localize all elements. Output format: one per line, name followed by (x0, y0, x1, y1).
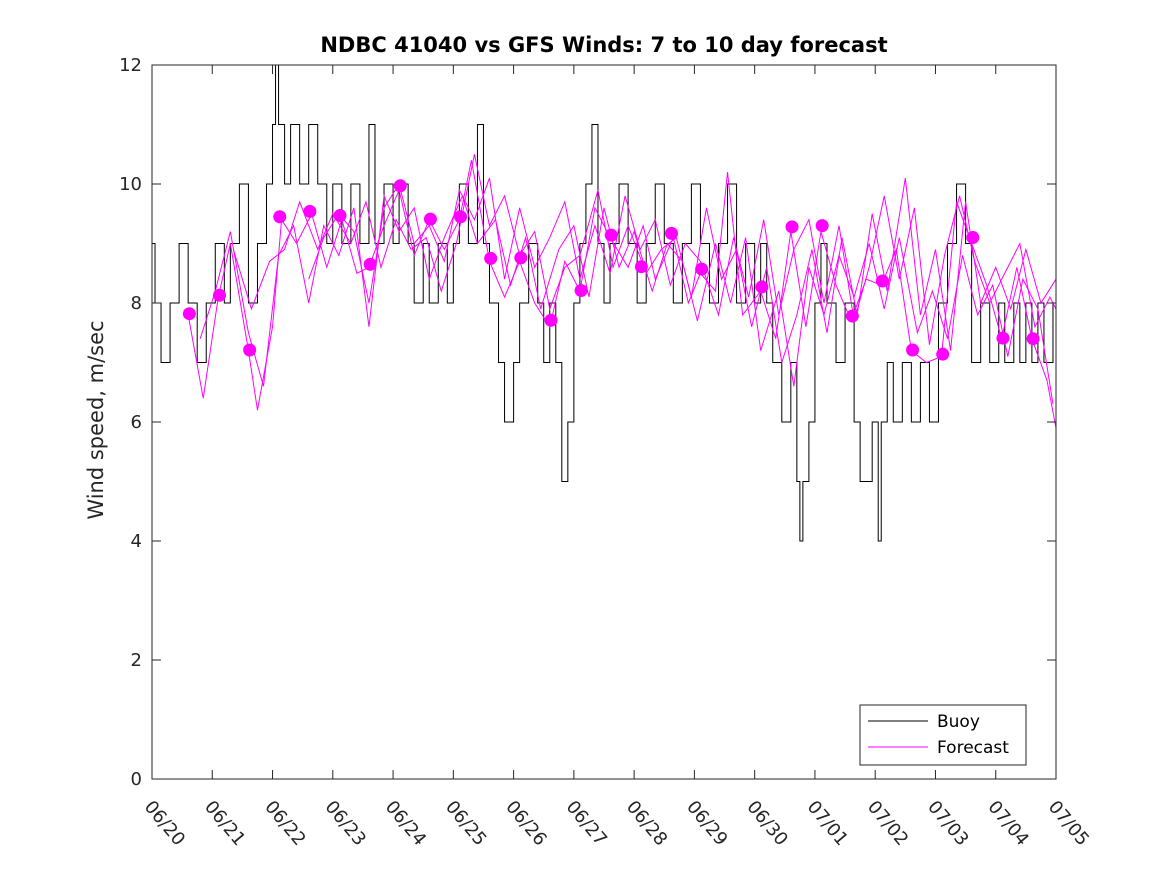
forecast-point (212, 288, 226, 302)
forecast-point (333, 209, 347, 223)
forecast-series-line (308, 177, 1057, 345)
buoy-series-line (152, 64, 1054, 542)
legend-buoy-label: Buoy (937, 712, 980, 732)
y-axis-label: Wind speed, m/sec (84, 320, 108, 519)
forecast-point (875, 274, 889, 288)
forecast-point (634, 260, 648, 274)
forecast-point (966, 231, 980, 245)
forecast-point (785, 220, 799, 234)
y-tick-label: 4 (131, 531, 142, 552)
forecast-point (695, 262, 709, 276)
forecast-point (273, 210, 287, 224)
forecast-point (484, 251, 498, 265)
forecast-point (454, 210, 468, 224)
forecast-series-line (232, 154, 1057, 363)
forecast-point (996, 331, 1010, 345)
legend: Buoy Forecast (859, 704, 1027, 766)
forecast-point (393, 179, 407, 193)
forecast-point (514, 251, 528, 265)
legend-forecast-label: Forecast (937, 738, 1009, 758)
forecast-point (815, 219, 829, 233)
y-tick-label: 0 (131, 769, 142, 790)
series-layer (152, 64, 1057, 542)
y-tick-label: 8 (131, 293, 142, 314)
forecast-point (906, 343, 920, 357)
forecast-point (303, 204, 317, 218)
forecast-series-line (199, 193, 1054, 405)
forecast-point (604, 228, 618, 242)
forecast-point (423, 212, 437, 226)
y-tick-label: 2 (131, 650, 142, 671)
forecast-point (936, 347, 950, 361)
legend-box (859, 704, 1027, 766)
forecast-point (544, 313, 558, 327)
forecast-point (845, 309, 859, 323)
forecast-point (182, 307, 196, 321)
y-tick-label: 6 (131, 412, 142, 433)
forecast-point (664, 226, 678, 240)
forecast-point (363, 257, 377, 271)
y-tick-label: 10 (119, 174, 142, 195)
forecast-point (243, 343, 257, 357)
chart-title: NDBC 41040 vs GFS Winds: 7 to 10 day for… (320, 33, 887, 57)
forecast-point (1026, 332, 1040, 346)
y-tick-label: 12 (119, 55, 142, 76)
forecast-point (574, 284, 588, 298)
forecast-point (755, 280, 769, 294)
